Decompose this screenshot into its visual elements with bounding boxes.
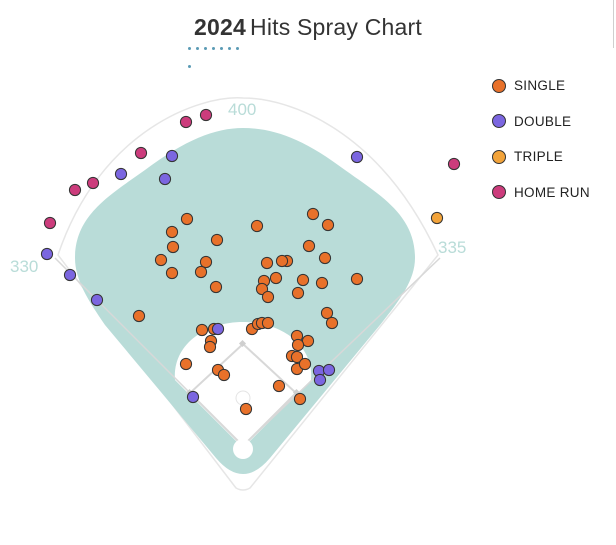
hit-point-double[interactable] — [90, 293, 104, 307]
hit-point-single[interactable] — [239, 402, 253, 416]
right-field-distance: 335 — [438, 238, 466, 257]
legend-item-single[interactable]: SINGLE — [492, 68, 590, 104]
hit-point-double[interactable] — [158, 172, 172, 186]
hit-point-double[interactable] — [350, 150, 364, 164]
hit-point-double[interactable] — [186, 390, 200, 404]
pitchers-mound — [235, 390, 251, 406]
hit-point-single[interactable] — [261, 290, 275, 304]
hit-point-single[interactable] — [217, 368, 231, 382]
legend-item-double[interactable]: DOUBLE — [492, 104, 590, 140]
field-outline — [57, 97, 439, 491]
hit-point-home-run[interactable] — [447, 157, 461, 171]
hit-point-double[interactable] — [322, 363, 336, 377]
hit-point-double[interactable] — [63, 268, 77, 282]
hit-point-single[interactable] — [255, 282, 269, 296]
legend-item-home-run[interactable]: HOME RUN — [492, 175, 590, 211]
hit-point-single[interactable] — [306, 207, 320, 221]
hit-point-single[interactable] — [325, 316, 339, 330]
hit-point-single[interactable] — [250, 219, 264, 233]
title-dotted-underline — [188, 47, 246, 68]
legend: SINGLE DOUBLE TRIPLE HOME RUN — [492, 68, 590, 210]
legend-swatch-double — [492, 114, 506, 129]
hit-point-single[interactable] — [275, 254, 289, 268]
hit-point-single[interactable] — [291, 338, 305, 352]
left-foul-line — [54, 257, 244, 447]
legend-swatch-triple — [492, 149, 506, 164]
hit-point-home-run[interactable] — [86, 176, 100, 190]
hit-point-home-run[interactable] — [179, 115, 193, 129]
hit-point-home-run[interactable] — [43, 216, 57, 230]
hit-point-single[interactable] — [180, 212, 194, 226]
home-plate-area — [233, 439, 253, 459]
infield-area — [174, 322, 312, 448]
hit-point-single[interactable] — [320, 306, 334, 320]
hit-point-single[interactable] — [296, 273, 310, 287]
legend-label-double: DOUBLE — [514, 113, 572, 129]
hit-point-single[interactable] — [318, 251, 332, 265]
hit-point-single[interactable] — [132, 309, 146, 323]
hit-point-single[interactable] — [199, 255, 213, 269]
hit-point-single[interactable] — [154, 253, 168, 267]
hit-point-single[interactable] — [269, 271, 283, 285]
hit-point-single[interactable] — [272, 379, 286, 393]
left-field-distance: 330 — [10, 257, 38, 276]
legend-label-triple: TRIPLE — [514, 149, 564, 165]
title-text: Hits Spray Chart — [250, 14, 422, 40]
hit-point-single[interactable] — [179, 357, 193, 371]
legend-item-triple[interactable]: TRIPLE — [492, 139, 590, 175]
hit-point-single[interactable] — [210, 233, 224, 247]
hit-point-single[interactable] — [291, 286, 305, 300]
hit-point-single[interactable] — [298, 357, 312, 371]
edge-divider — [613, 0, 614, 48]
hit-point-single[interactable] — [302, 239, 316, 253]
hit-point-double[interactable] — [40, 247, 54, 261]
hit-point-home-run[interactable] — [199, 108, 213, 122]
hit-point-double[interactable] — [165, 149, 179, 163]
legend-label-single: SINGLE — [514, 78, 566, 94]
hit-point-single[interactable] — [194, 265, 208, 279]
hit-point-single[interactable] — [321, 218, 335, 232]
hit-point-single[interactable] — [293, 392, 307, 406]
outfield-grass — [75, 128, 415, 474]
hit-point-double[interactable] — [211, 322, 225, 336]
hit-point-single[interactable] — [260, 256, 274, 270]
hit-point-single[interactable] — [261, 316, 275, 330]
center-field-distance: 400 — [228, 100, 256, 119]
hit-point-triple[interactable] — [430, 211, 444, 225]
legend-swatch-single — [492, 78, 506, 93]
second-base — [238, 339, 247, 348]
chart-title: 2024 Hits Spray Chart — [0, 14, 616, 41]
legend-swatch-home-run — [492, 185, 506, 200]
hit-point-single[interactable] — [165, 225, 179, 239]
hit-point-double[interactable] — [114, 167, 128, 181]
hit-point-single[interactable] — [166, 240, 180, 254]
hit-point-home-run[interactable] — [68, 183, 82, 197]
hit-point-single[interactable] — [290, 350, 304, 364]
hit-points — [40, 108, 461, 416]
right-foul-line — [242, 257, 441, 447]
hit-point-single[interactable] — [165, 266, 179, 280]
hit-point-single[interactable] — [350, 272, 364, 286]
hit-point-single[interactable] — [209, 280, 223, 294]
hit-point-home-run[interactable] — [134, 146, 148, 160]
hit-point-single[interactable] — [315, 276, 329, 290]
hit-point-single[interactable] — [203, 340, 217, 354]
hit-point-single[interactable] — [195, 323, 209, 337]
legend-label-home-run: HOME RUN — [514, 184, 590, 200]
title-year: 2024 — [194, 14, 247, 40]
hit-point-double[interactable] — [313, 373, 327, 387]
